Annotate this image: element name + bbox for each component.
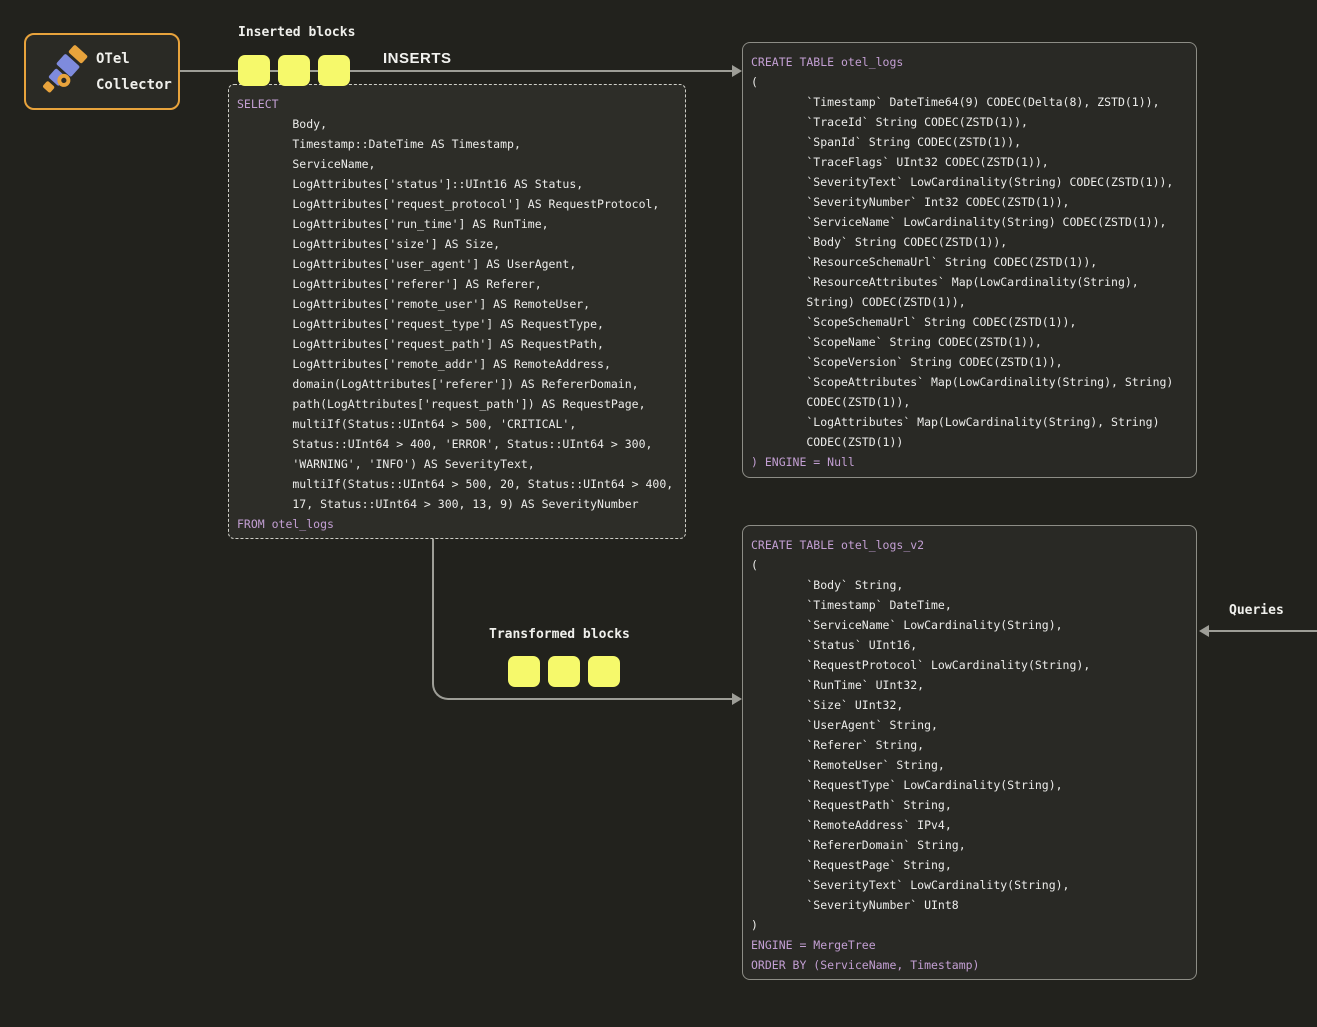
code-line: 'WARNING', 'INFO') AS SeverityText,: [237, 457, 535, 471]
code-line: FROM otel_logs: [237, 517, 334, 531]
create-table-otel-logs-block: CREATE TABLE otel_logs ( `Timestamp` Date…: [742, 42, 1197, 478]
code-line: `RequestType` LowCardinality(String),: [751, 778, 1063, 792]
inserted-block: [238, 55, 270, 86]
inserted-block: [318, 55, 350, 86]
code-line: LogAttributes['remote_addr'] AS RemoteAd…: [237, 357, 611, 371]
code-line: CREATE TABLE otel_logs: [751, 55, 904, 69]
inserts-arrow-line: [180, 70, 736, 72]
code-line: `LogAttributes` Map(LowCardinality(Strin…: [751, 415, 1160, 429]
code-line: String) CODEC(ZSTD(1)),: [751, 295, 966, 309]
code-line: `SeverityNumber` UInt8: [751, 898, 959, 912]
code-line: `RequestProtocol` LowCardinality(String)…: [751, 658, 1091, 672]
code-line: ORDER BY (ServiceName, Timestamp): [751, 958, 980, 972]
code-line: multiIf(Status::UInt64 > 500, 20, Status…: [237, 477, 674, 491]
create-table-otel-logs-v2-block: CREATE TABLE otel_logs_v2 ( `Body` String…: [742, 525, 1197, 980]
code-line: LogAttributes['user_agent'] AS UserAgent…: [237, 257, 577, 271]
code-line: `ScopeVersion` String CODEC(ZSTD(1)),: [751, 355, 1063, 369]
code-line: LogAttributes['request_type'] AS Request…: [237, 317, 604, 331]
code-line: `RunTime` UInt32,: [751, 678, 925, 692]
code-line: `ScopeAttributes` Map(LowCardinality(Str…: [751, 375, 1174, 389]
code-line: CODEC(ZSTD(1)): [751, 435, 904, 449]
code-line: `ResourceSchemaUrl` String CODEC(ZSTD(1)…: [751, 255, 1098, 269]
code-line: `Timestamp` DateTime,: [751, 598, 952, 612]
inserted-blocks-label: Inserted blocks: [238, 25, 356, 40]
code-line: `UserAgent` String,: [751, 718, 938, 732]
code-line: `ScopeSchemaUrl` String CODEC(ZSTD(1)),: [751, 315, 1077, 329]
code-line: `RequestPath` String,: [751, 798, 952, 812]
inserts-label: INSERTS: [383, 50, 452, 67]
queries-label: Queries: [1229, 603, 1284, 618]
code-line: Status::UInt64 > 400, 'ERROR', Status::U…: [237, 437, 653, 451]
select-query-block: SELECT Body, Timestamp::DateTime AS Time…: [228, 84, 686, 539]
otel-collector-node: OTel Collector: [24, 33, 180, 110]
queries-arrow-line: [1207, 630, 1317, 632]
code-line: `SpanId` String CODEC(ZSTD(1)),: [751, 135, 1022, 149]
transform-arrow-line: [432, 539, 740, 700]
code-line: domain(LogAttributes['referer']) AS Refe…: [237, 377, 639, 391]
code-line: `TraceFlags` UInt32 CODEC(ZSTD(1)),: [751, 155, 1049, 169]
transformed-block: [508, 656, 540, 687]
code-line: `Timestamp` DateTime64(9) CODEC(Delta(8)…: [751, 95, 1160, 109]
transformed-block: [588, 656, 620, 687]
code-line: (: [751, 75, 758, 89]
code-line: `Size` UInt32,: [751, 698, 904, 712]
code-line: `SeverityNumber` Int32 CODEC(ZSTD(1)),: [751, 195, 1070, 209]
code-line: `SeverityText` LowCardinality(String) CO…: [751, 175, 1174, 189]
code-line: Timestamp::DateTime AS Timestamp,: [237, 137, 521, 151]
code-line: LogAttributes['request_path'] AS Request…: [237, 337, 604, 351]
code-line: LogAttributes['run_time'] AS RunTime,: [237, 217, 549, 231]
code-line: ServiceName,: [237, 157, 376, 171]
inserted-block: [278, 55, 310, 86]
code-line: `Body` String,: [751, 578, 904, 592]
code-line: `ServiceName` LowCardinality(String),: [751, 618, 1063, 632]
telescope-icon: [43, 44, 88, 92]
code-line: LogAttributes['remote_user'] AS RemoteUs…: [237, 297, 591, 311]
code-line: `ScopeName` String CODEC(ZSTD(1)),: [751, 335, 1042, 349]
code-line: `TraceId` String CODEC(ZSTD(1)),: [751, 115, 1028, 129]
otel-collector-label-line1: OTel: [96, 50, 130, 67]
inserts-arrowhead-icon: [732, 65, 742, 77]
code-line: ) ENGINE = Null: [751, 455, 855, 469]
queries-arrowhead-icon: [1199, 625, 1209, 637]
code-line: `ServiceName` LowCardinality(String) COD…: [751, 215, 1167, 229]
code-line: (: [751, 558, 758, 572]
code-line: Body,: [237, 117, 328, 131]
code-line: CREATE TABLE otel_logs_v2: [751, 538, 925, 552]
code-line: ): [751, 918, 758, 932]
code-line: CODEC(ZSTD(1)),: [751, 395, 911, 409]
code-line: 17, Status::UInt64 > 300, 13, 9) AS Seve…: [237, 497, 639, 511]
transformed-block: [548, 656, 580, 687]
code-line: `Referer` String,: [751, 738, 925, 752]
code-line: `Status` UInt16,: [751, 638, 918, 652]
code-line: LogAttributes['referer'] AS Referer,: [237, 277, 542, 291]
code-line: `RefererDomain` String,: [751, 838, 966, 852]
code-line: `RemoteAddress` IPv4,: [751, 818, 952, 832]
code-line: path(LogAttributes['request_path']) AS R…: [237, 397, 646, 411]
transform-arrowhead-icon: [732, 693, 742, 705]
otel-collector-label-line2: Collector: [96, 76, 172, 93]
code-line: ENGINE = MergeTree: [751, 938, 876, 952]
code-line: LogAttributes['size'] AS Size,: [237, 237, 501, 251]
code-line: multiIf(Status::UInt64 > 500, 'CRITICAL'…: [237, 417, 577, 431]
code-line: LogAttributes['status']::UInt16 AS Statu…: [237, 177, 584, 191]
code-line: SELECT: [237, 97, 279, 111]
code-line: `RemoteUser` String,: [751, 758, 945, 772]
code-line: `Body` String CODEC(ZSTD(1)),: [751, 235, 1008, 249]
code-line: `RequestPage` String,: [751, 858, 952, 872]
code-line: LogAttributes['request_protocol'] AS Req…: [237, 197, 660, 211]
code-line: `ResourceAttributes` Map(LowCardinality(…: [751, 275, 1139, 289]
code-line: `SeverityText` LowCardinality(String),: [751, 878, 1070, 892]
transformed-blocks-label: Transformed blocks: [489, 627, 630, 642]
